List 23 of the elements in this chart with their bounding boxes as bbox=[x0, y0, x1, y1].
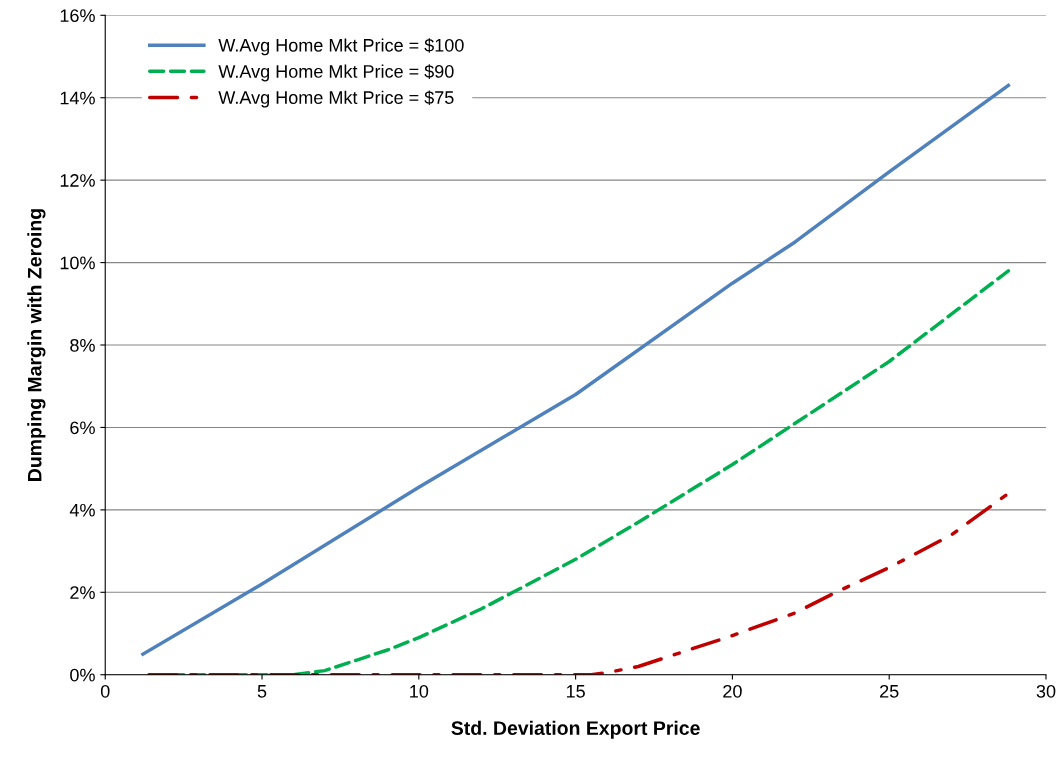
x-axis-title: Std. Deviation Export Price bbox=[451, 720, 700, 739]
y-tick-label: 12% bbox=[60, 174, 95, 187]
x-tick-label: 20 bbox=[723, 684, 742, 698]
y-tick-label: 8% bbox=[70, 338, 95, 352]
x-tick-label: 0 bbox=[100, 684, 110, 698]
line-series bbox=[147, 491, 1011, 675]
line-series bbox=[141, 83, 1011, 656]
x-tick-label: 10 bbox=[410, 684, 429, 698]
y-tick-label: 0% bbox=[70, 668, 95, 682]
x-tick-label: 5 bbox=[257, 685, 267, 698]
legend-label: W.Avg Home Mkt Price = $100 bbox=[218, 38, 464, 56]
y-tick-label: 14% bbox=[60, 91, 95, 105]
x-tick-label: 15 bbox=[566, 685, 585, 698]
y-tick-label: 10% bbox=[60, 256, 95, 270]
y-tick-label: 16% bbox=[60, 9, 95, 23]
x-tick-label: 30 bbox=[1036, 684, 1056, 698]
y-tick-label: 4% bbox=[69, 503, 95, 517]
legend-label: W.Avg Home Mkt Price = $90 bbox=[218, 64, 454, 82]
y-tick-label: 2% bbox=[70, 586, 95, 599]
y-axis-title: Dumping Margin with Zeroing bbox=[27, 209, 46, 481]
y-tick-label: 6% bbox=[70, 421, 95, 435]
x-tick-label: 25 bbox=[880, 684, 899, 698]
legend-label: W.Avg Home Mkt Price = $75 bbox=[218, 90, 454, 108]
